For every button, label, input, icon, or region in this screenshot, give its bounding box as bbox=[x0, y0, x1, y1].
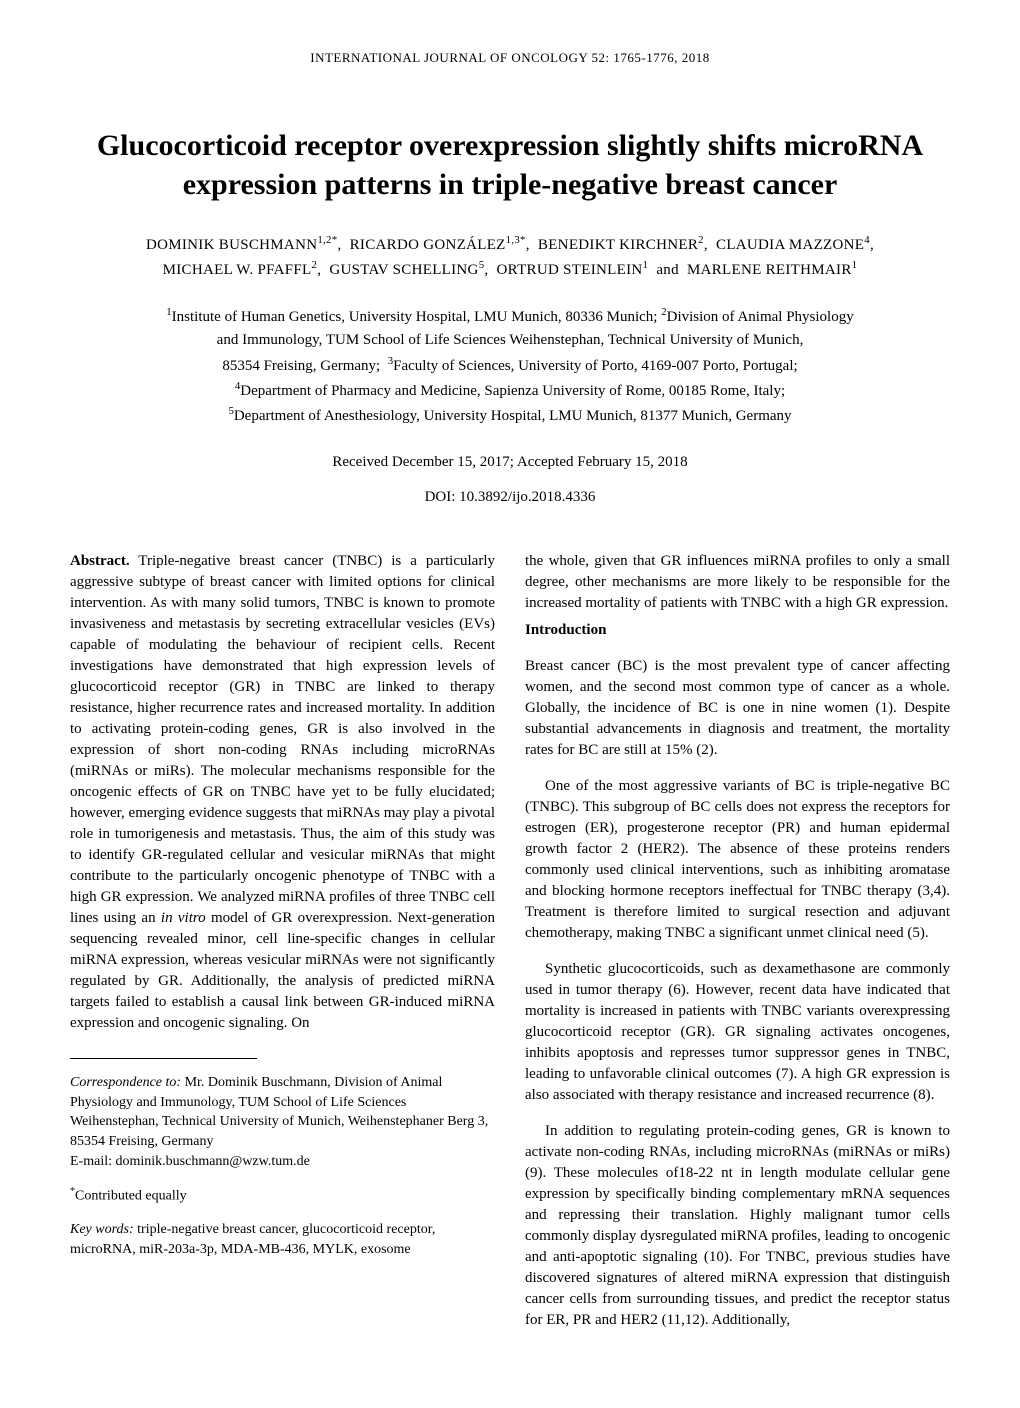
two-column-body: Abstract. Triple-negative breast cancer … bbox=[70, 536, 950, 1331]
abstract-continuation: the whole, given that GR influences miRN… bbox=[525, 551, 950, 614]
spacer bbox=[70, 1206, 495, 1220]
correspondence-email: E-mail: dominik.buschmann@wzw.tum.de bbox=[70, 1154, 310, 1169]
abstract-italic: in vitro bbox=[161, 910, 206, 926]
keywords-label: Key words: bbox=[70, 1222, 134, 1237]
left-column: Abstract. Triple-negative breast cancer … bbox=[70, 536, 495, 1331]
intro-paragraph-4: In addition to regulating protein-coding… bbox=[525, 1121, 950, 1331]
article-title: Glucocorticoid receptor overexpression s… bbox=[70, 126, 950, 204]
running-header: INTERNATIONAL JOURNAL OF ONCOLOGY 52: 17… bbox=[70, 50, 950, 66]
abstract-label: Abstract. bbox=[70, 553, 130, 569]
abstract-text-1: Triple-negative breast cancer (TNBC) is … bbox=[70, 553, 495, 926]
right-column: the whole, given that GR influences miRN… bbox=[525, 536, 950, 1331]
title-line-1: Glucocorticoid receptor overexpression s… bbox=[97, 129, 923, 162]
abstract-text-2: model of GR overexpression. Next-generat… bbox=[70, 910, 495, 1031]
received-accepted: Received December 15, 2017; Accepted Feb… bbox=[70, 454, 950, 471]
intro-paragraph-3: Synthetic glucocorticoids, such as dexam… bbox=[525, 959, 950, 1106]
correspondence-label: Correspondence to: bbox=[70, 1075, 181, 1090]
doi: DOI: 10.3892/ijo.2018.4336 bbox=[70, 489, 950, 506]
intro-paragraph-2: One of the most aggressive variants of B… bbox=[525, 776, 950, 944]
spacer bbox=[70, 1171, 495, 1185]
title-line-2: expression patterns in triple-negative b… bbox=[183, 168, 838, 201]
affiliations: 1Institute of Human Genetics, University… bbox=[70, 304, 950, 428]
abstract-paragraph: Abstract. Triple-negative breast cancer … bbox=[70, 551, 495, 1034]
author-list: DOMINIK BUSCHMANN1,2*, RICARDO GONZÁLEZ1… bbox=[70, 232, 950, 282]
introduction-heading: Introduction bbox=[525, 620, 950, 641]
correspondence-block: Correspondence to: Mr. Dominik Buschmann… bbox=[70, 1073, 495, 1171]
footer-divider bbox=[70, 1058, 257, 1059]
keywords-block: Key words: triple-negative breast cancer… bbox=[70, 1220, 495, 1259]
contributed-text: Contributed equally bbox=[75, 1189, 187, 1204]
page-container: INTERNATIONAL JOURNAL OF ONCOLOGY 52: 17… bbox=[0, 0, 1020, 1381]
contributed-block: *Contributed equally bbox=[70, 1185, 495, 1206]
intro-paragraph-1: Breast cancer (BC) is the most prevalent… bbox=[525, 656, 950, 761]
